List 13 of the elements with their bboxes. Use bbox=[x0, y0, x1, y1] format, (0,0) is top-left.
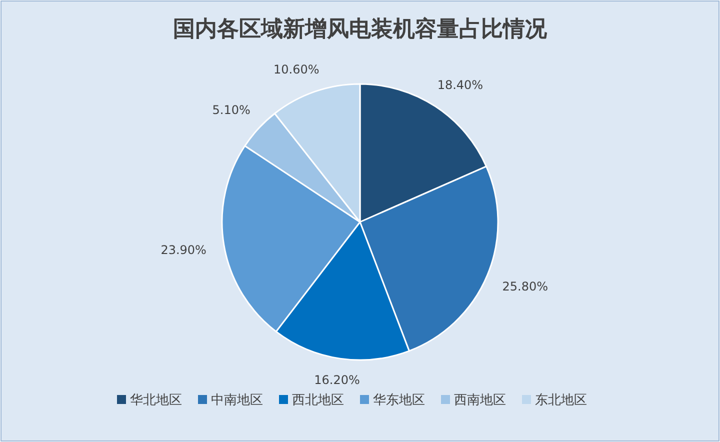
legend-label: 华北地区 bbox=[130, 393, 182, 408]
chart-title: 国内各区域新增风电装机容量占比情况 bbox=[173, 16, 548, 42]
legend-label: 西南地区 bbox=[454, 393, 506, 408]
data-label: 18.40% bbox=[437, 78, 484, 92]
legend-label: 西北地区 bbox=[292, 393, 344, 408]
legend-label: 东北地区 bbox=[535, 393, 587, 408]
legend-label: 中南地区 bbox=[211, 393, 263, 408]
data-label: 5.10% bbox=[212, 102, 250, 117]
data-label: 25.80% bbox=[502, 279, 548, 294]
legend-label: 华东地区 bbox=[373, 393, 425, 408]
data-label: 16.20% bbox=[314, 372, 360, 387]
data-label: 10.60% bbox=[274, 62, 320, 77]
data-label: 23.90% bbox=[160, 242, 206, 257]
